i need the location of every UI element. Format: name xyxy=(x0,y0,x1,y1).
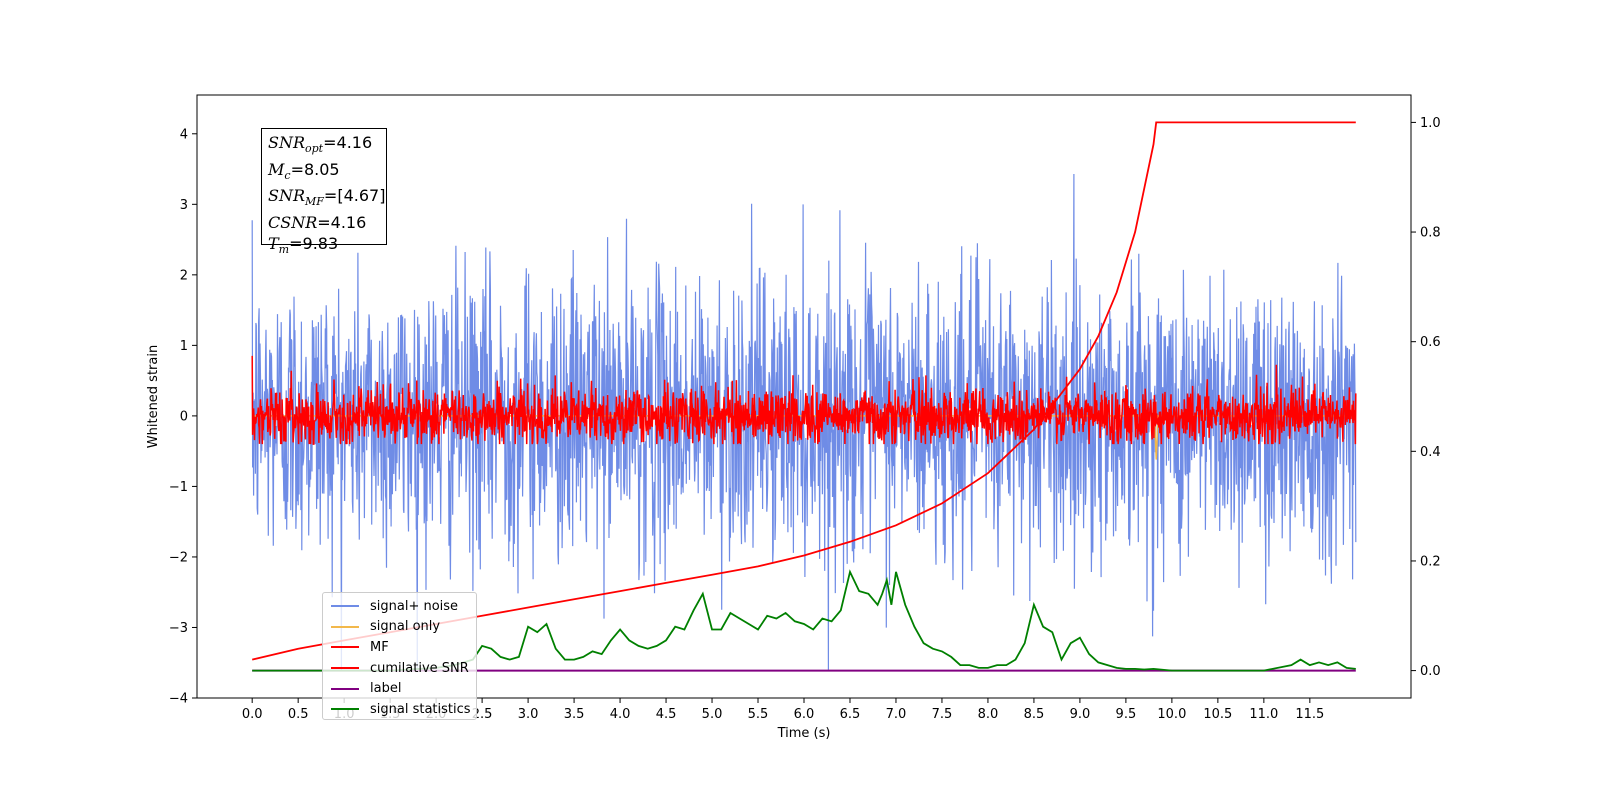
plot-area xyxy=(251,121,1357,672)
legend-label: label xyxy=(370,681,402,697)
csnr-value: =4.16 xyxy=(317,213,367,233)
series-line-mf xyxy=(251,355,1357,445)
legend-swatch xyxy=(331,667,359,670)
x-tick-label: 3.0 xyxy=(518,707,539,722)
x-tick-label: 6.5 xyxy=(840,707,861,722)
series-line-signal-noise xyxy=(251,173,1357,670)
legend-label: signal only xyxy=(370,619,441,635)
snr-opt-value: =4.16 xyxy=(323,133,373,152)
y-tick-label: 1 xyxy=(180,339,188,354)
x-tick-label: 5.0 xyxy=(702,707,723,722)
x-tick-label: 3.5 xyxy=(564,707,585,722)
x-tick-label: 6.0 xyxy=(794,707,815,722)
y2-tick-label: 0.4 xyxy=(1420,445,1441,460)
x-tick-label: 4.5 xyxy=(656,707,677,722)
legend-label: cumilative SNR xyxy=(370,660,469,676)
tm-line: Tm=9.83 xyxy=(268,233,339,256)
x-tick-label: 10.5 xyxy=(1203,707,1232,722)
legend-item: signal only xyxy=(331,617,476,638)
legend-label: signal+ noise xyxy=(370,598,459,614)
y-tick-label: −4 xyxy=(169,692,188,707)
legend-label: MF xyxy=(370,639,389,655)
y2-tick-label: 0.8 xyxy=(1420,226,1441,241)
y2-tick-label: 0.2 xyxy=(1420,554,1441,569)
x-tick-label: 11.0 xyxy=(1249,707,1278,722)
x-tick-label: 0.0 xyxy=(242,707,263,722)
y-tick-label: −3 xyxy=(169,621,188,636)
csnr-line: CSNR=4.16 xyxy=(268,213,367,233)
x-tick-label: 10.0 xyxy=(1157,707,1186,722)
legend-label: signal statistics xyxy=(370,701,471,717)
legend-swatch xyxy=(331,687,359,690)
x-axis-label: Time (s) xyxy=(777,726,831,741)
x-tick-label: 9.5 xyxy=(1116,707,1137,722)
legend-item: label xyxy=(331,678,476,699)
legend-swatch xyxy=(331,708,359,711)
x-tick-label: 7.5 xyxy=(932,707,953,722)
y-tick-label: −1 xyxy=(169,480,188,495)
y-axis-label: Whitened strain xyxy=(146,345,161,448)
y-tick-label: 4 xyxy=(180,127,188,142)
legend-item: signal statistics xyxy=(331,699,476,720)
x-tick-label: 8.5 xyxy=(1024,707,1045,722)
x-tick-label: 4.0 xyxy=(610,707,631,722)
series-line-signal-statistics xyxy=(252,569,1356,672)
y2-axis-ticks: 1.0 0.8 0.6 0.4 0.2 0.0 xyxy=(1411,116,1441,679)
snr-mf-line: SNRMF=[4.67] xyxy=(268,186,386,209)
y-tick-label: −2 xyxy=(169,550,188,565)
y2-tick-label: 1.0 xyxy=(1420,116,1441,131)
y-axis-ticks: 4 3 2 1 0 −1 −2 −3 −4 xyxy=(169,127,197,707)
x-tick-label: 8.0 xyxy=(978,707,999,722)
legend-swatch xyxy=(331,605,359,608)
x-tick-label: 5.5 xyxy=(748,707,769,722)
legend-swatch xyxy=(331,625,359,628)
mc-line: Mc=8.05 xyxy=(268,159,340,182)
y-tick-label: 2 xyxy=(180,268,188,283)
snr-mf-value: =[4.67] xyxy=(323,186,386,206)
y-tick-label: 3 xyxy=(180,198,188,213)
x-tick-label: 9.0 xyxy=(1070,707,1091,722)
y2-tick-label: 0.6 xyxy=(1420,335,1441,350)
legend: signal+ noise signal only MF cumilative … xyxy=(322,592,477,720)
tm-value: =9.83 xyxy=(289,233,339,253)
snr-opt-line: SNRopt=4.16 xyxy=(268,133,373,156)
x-tick-label: 11.5 xyxy=(1295,707,1324,722)
x-tick-label: 0.5 xyxy=(288,707,309,722)
stats-annotation-box: SNRopt=4.16 Mc=8.05 SNRMF=[4.67] CSNR=4.… xyxy=(261,128,387,256)
x-tick-label: 7.0 xyxy=(886,707,907,722)
y-tick-label: 0 xyxy=(180,409,188,424)
legend-item: MF xyxy=(331,637,476,658)
mc-value: =8.05 xyxy=(290,159,340,179)
legend-item: signal+ noise xyxy=(331,596,476,617)
legend-swatch xyxy=(331,646,359,649)
legend-item: cumilative SNR xyxy=(331,658,476,679)
y2-tick-label: 0.0 xyxy=(1420,664,1441,679)
